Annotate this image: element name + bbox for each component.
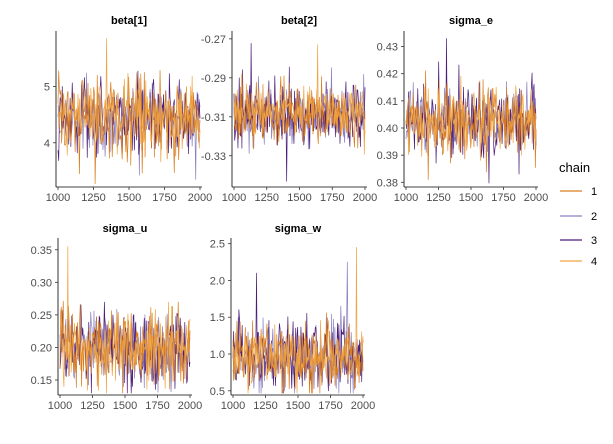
panel-sigma-u: sigma_u 1000 1250 1500 1750 2000 0.15 0.20 0.25… [31,223,203,412]
traces [233,43,366,182]
axes: 1000 1250 1500 1750 2000 0.15 0.20 0.25 0.30 0.35 [31,238,202,412]
legend-entry-1: 1 [560,186,597,198]
panel-beta1: beta[1] 1000 1250 1500 1750 2000 4 5 [44,15,212,204]
y-tick-label: 0.35 [31,245,52,257]
y-tick-label: -0.27 [201,34,226,46]
traces [405,38,537,184]
traces [59,246,191,394]
y-tick-label: 0.42 [377,69,398,81]
x-tick-label: 1250 [81,192,105,204]
panel-sigma-w: sigma_w 1000 1250 1500 1750 2000 0.5 1.0 1.5 2.0… [210,223,376,412]
x-tick-label: 1750 [145,400,169,412]
x-tick-label: 1250 [255,192,279,204]
panel-title: beta[1] [111,15,147,27]
y-tick-label: 2.0 [210,275,225,287]
x-tick-label: 2000 [524,192,548,204]
y-tick-label: -0.29 [201,73,226,85]
legend-entry-4: 4 [560,256,597,268]
traces [57,38,201,184]
y-tick-label: 0.43 [377,42,398,54]
trace-chain-4 [57,38,201,163]
axes: 1000 1250 1500 1750 2000 0.38 0.39 0.40 0.41 0.42… [377,31,548,204]
panel-title: beta[2] [281,15,317,27]
panel-title: sigma_u [103,223,148,235]
legend-label-3: 3 [591,235,597,247]
y-tick-label: 0.38 [377,177,398,189]
trace-chain-4 [405,75,537,161]
x-tick-label: 2000 [178,400,202,412]
y-tick-label: 0.30 [31,277,52,289]
x-tick-label: 1500 [286,400,310,412]
y-tick-label: -0.31 [201,112,226,124]
x-tick-label: 1750 [491,192,515,204]
x-tick-label: 1750 [320,192,344,204]
y-tick-label: 0.20 [31,342,52,354]
y-tick-label: 2.5 [210,239,225,251]
axes: 1000 1250 1500 1750 2000 4 5 [44,31,212,204]
x-tick-label: 1000 [394,192,418,204]
legend-title: chain [559,160,590,175]
y-tick-label: 0.41 [377,96,398,108]
legend-label-4: 4 [591,256,597,268]
x-tick-label: 1500 [117,192,141,204]
y-tick-label: 0.5 [210,386,225,398]
legend: chain 1 2 3 4 [559,160,597,268]
legend-entry-2: 2 [560,211,597,223]
trace-chain-4 [232,247,364,394]
x-tick-label: 1750 [318,400,342,412]
y-tick-label: 1.0 [210,349,225,361]
legend-entry-3: 3 [560,235,597,247]
x-tick-label: 1250 [80,400,104,412]
trace-chain-3 [405,38,537,184]
y-tick-label: 1.5 [210,312,225,324]
x-tick-label: 1250 [253,400,277,412]
x-tick-label: 1000 [221,400,245,412]
x-tick-label: 1000 [48,400,72,412]
y-tick-label: 0.15 [31,375,52,387]
axes: 1000 1250 1500 1750 2000 0.5 1.0 1.5 2.0 2.5 [210,238,375,412]
x-tick-label: 2000 [351,400,375,412]
x-tick-label: 2000 [188,192,212,204]
y-tick-label: 0.25 [31,310,52,322]
x-tick-label: 1750 [152,192,176,204]
panel-title: sigma_e [449,15,493,27]
panel-sigma-e: sigma_e 1000 1250 1500 1750 2000 0.38 0.39 0.40… [377,15,549,204]
traces [232,247,364,394]
x-tick-label: 1250 [426,192,450,204]
x-tick-label: 1000 [46,192,70,204]
y-tick-label: 4 [44,138,50,150]
axes: 1000 1250 1500 1750 2000 -0.33 -0.31 -0.29 -0.27 [201,31,377,204]
x-tick-label: 1000 [222,192,246,204]
x-tick-label: 1500 [287,192,311,204]
legend-label-1: 1 [591,186,597,198]
x-tick-label: 1500 [459,192,483,204]
trace-chain-4 [59,246,191,394]
legend-label-2: 2 [591,211,597,223]
x-tick-label: 1500 [113,400,137,412]
y-tick-label: -0.33 [201,151,226,163]
y-tick-label: 0.39 [377,150,398,162]
panel-title: sigma_w [275,223,322,235]
trace-chain-4 [233,44,366,155]
panel-beta2: beta[2] 1000 1250 1500 1750 2000 -0.33 -0.31 -0… [201,15,377,204]
x-tick-label: 2000 [353,192,377,204]
y-tick-label: 5 [44,81,50,93]
y-tick-label: 0.40 [377,123,398,135]
